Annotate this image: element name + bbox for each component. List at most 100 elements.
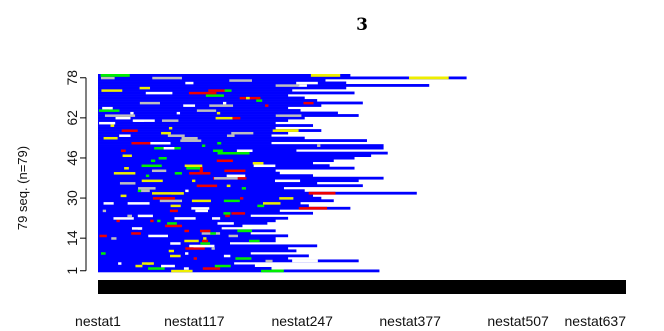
sequence-bar <box>98 206 351 210</box>
state-segment <box>165 224 182 228</box>
state-segment <box>104 114 136 117</box>
sequence-row <box>98 244 318 248</box>
state-segment <box>184 239 199 243</box>
state-segment <box>134 119 144 122</box>
sequence-row <box>98 194 314 198</box>
state-segment <box>139 101 160 105</box>
state-segment <box>217 151 250 155</box>
sequence-row <box>98 141 272 145</box>
sequence-bar <box>98 126 276 130</box>
sequence-bar <box>98 159 334 163</box>
state-segment <box>184 164 203 168</box>
state-segment <box>116 219 120 223</box>
sequence-bar <box>98 199 334 203</box>
sequence-row <box>98 109 301 112</box>
sequence-row <box>98 91 355 95</box>
state-segment <box>223 199 240 203</box>
x-tick-label: nestat117 <box>164 313 225 329</box>
sequence-row <box>98 81 347 85</box>
state-segment <box>180 139 202 142</box>
state-segment <box>120 149 126 152</box>
state-segment <box>239 196 244 200</box>
sequence-bar <box>98 174 314 178</box>
state-segment <box>99 234 107 238</box>
state-segment <box>193 256 197 260</box>
state-segment <box>151 169 167 173</box>
state-segment <box>161 264 175 268</box>
sequence-row <box>98 216 289 220</box>
sequence-bar <box>98 211 314 215</box>
sequence-bar <box>98 171 280 175</box>
state-segment <box>236 149 253 152</box>
sequence-row <box>98 96 305 100</box>
sequence-bar <box>98 201 301 205</box>
state-segment <box>168 126 173 130</box>
state-segment <box>127 201 150 205</box>
state-segment <box>100 74 130 77</box>
sequence-row <box>98 84 430 87</box>
state-segment <box>158 156 167 160</box>
sequence-bar <box>98 141 272 145</box>
sequence-row <box>98 86 347 90</box>
state-segment <box>265 259 273 263</box>
state-segment <box>229 79 252 82</box>
state-segment <box>131 141 151 145</box>
sequence-row <box>98 161 314 165</box>
state-segment <box>141 164 162 168</box>
state-segment <box>113 171 136 175</box>
y-axis: 1 14 30 46 62 78 <box>64 70 87 275</box>
sequence-row <box>98 261 235 265</box>
sequence-row <box>98 89 293 92</box>
state-segment <box>103 136 118 140</box>
sequence-row <box>98 171 280 175</box>
state-segment <box>161 131 171 135</box>
state-segment <box>256 99 263 102</box>
state-segment <box>272 129 299 132</box>
state-segment <box>217 141 222 145</box>
sequence-row <box>98 226 222 230</box>
sequence-row <box>98 169 276 173</box>
state-segment <box>191 199 211 203</box>
sequence-row <box>98 131 289 135</box>
sequence-row <box>98 249 297 253</box>
sequence-row <box>98 246 289 250</box>
state-segment <box>215 116 233 120</box>
state-segment <box>310 74 341 77</box>
sequence-row <box>98 264 255 268</box>
state-segment <box>195 209 208 213</box>
state-segment <box>232 116 241 120</box>
state-segment <box>167 221 177 225</box>
state-segment <box>148 234 168 238</box>
state-segment <box>262 201 281 205</box>
state-segment <box>167 134 185 137</box>
state-segment <box>261 269 284 273</box>
sequence-row <box>98 231 251 235</box>
state-segment <box>231 211 246 215</box>
sequence-bar <box>98 74 351 77</box>
sequence-row <box>98 114 359 117</box>
state-segment <box>214 176 238 180</box>
state-segment <box>124 166 129 170</box>
sequence-row <box>98 101 363 105</box>
x-tick-label: nestat1 <box>75 313 121 329</box>
state-segment <box>152 196 176 200</box>
sequence-bar <box>98 91 355 95</box>
sequence-row <box>98 241 230 245</box>
sequence-bar <box>98 254 309 258</box>
sequence-row <box>98 206 351 210</box>
state-segment <box>111 236 117 240</box>
state-segment <box>169 209 178 213</box>
state-segment <box>174 216 196 220</box>
y-tick-label: 46 <box>64 150 80 166</box>
state-segment <box>138 186 156 190</box>
sequence-bar <box>98 94 289 97</box>
state-segment <box>184 229 189 233</box>
state-segment <box>185 246 205 250</box>
sequence-row <box>98 134 272 137</box>
state-segment <box>170 254 181 258</box>
state-segment <box>223 254 231 258</box>
sequence-row <box>98 121 276 125</box>
state-segment <box>139 86 151 90</box>
y-tick-label: 14 <box>64 230 80 246</box>
sequence-bar <box>98 139 367 142</box>
